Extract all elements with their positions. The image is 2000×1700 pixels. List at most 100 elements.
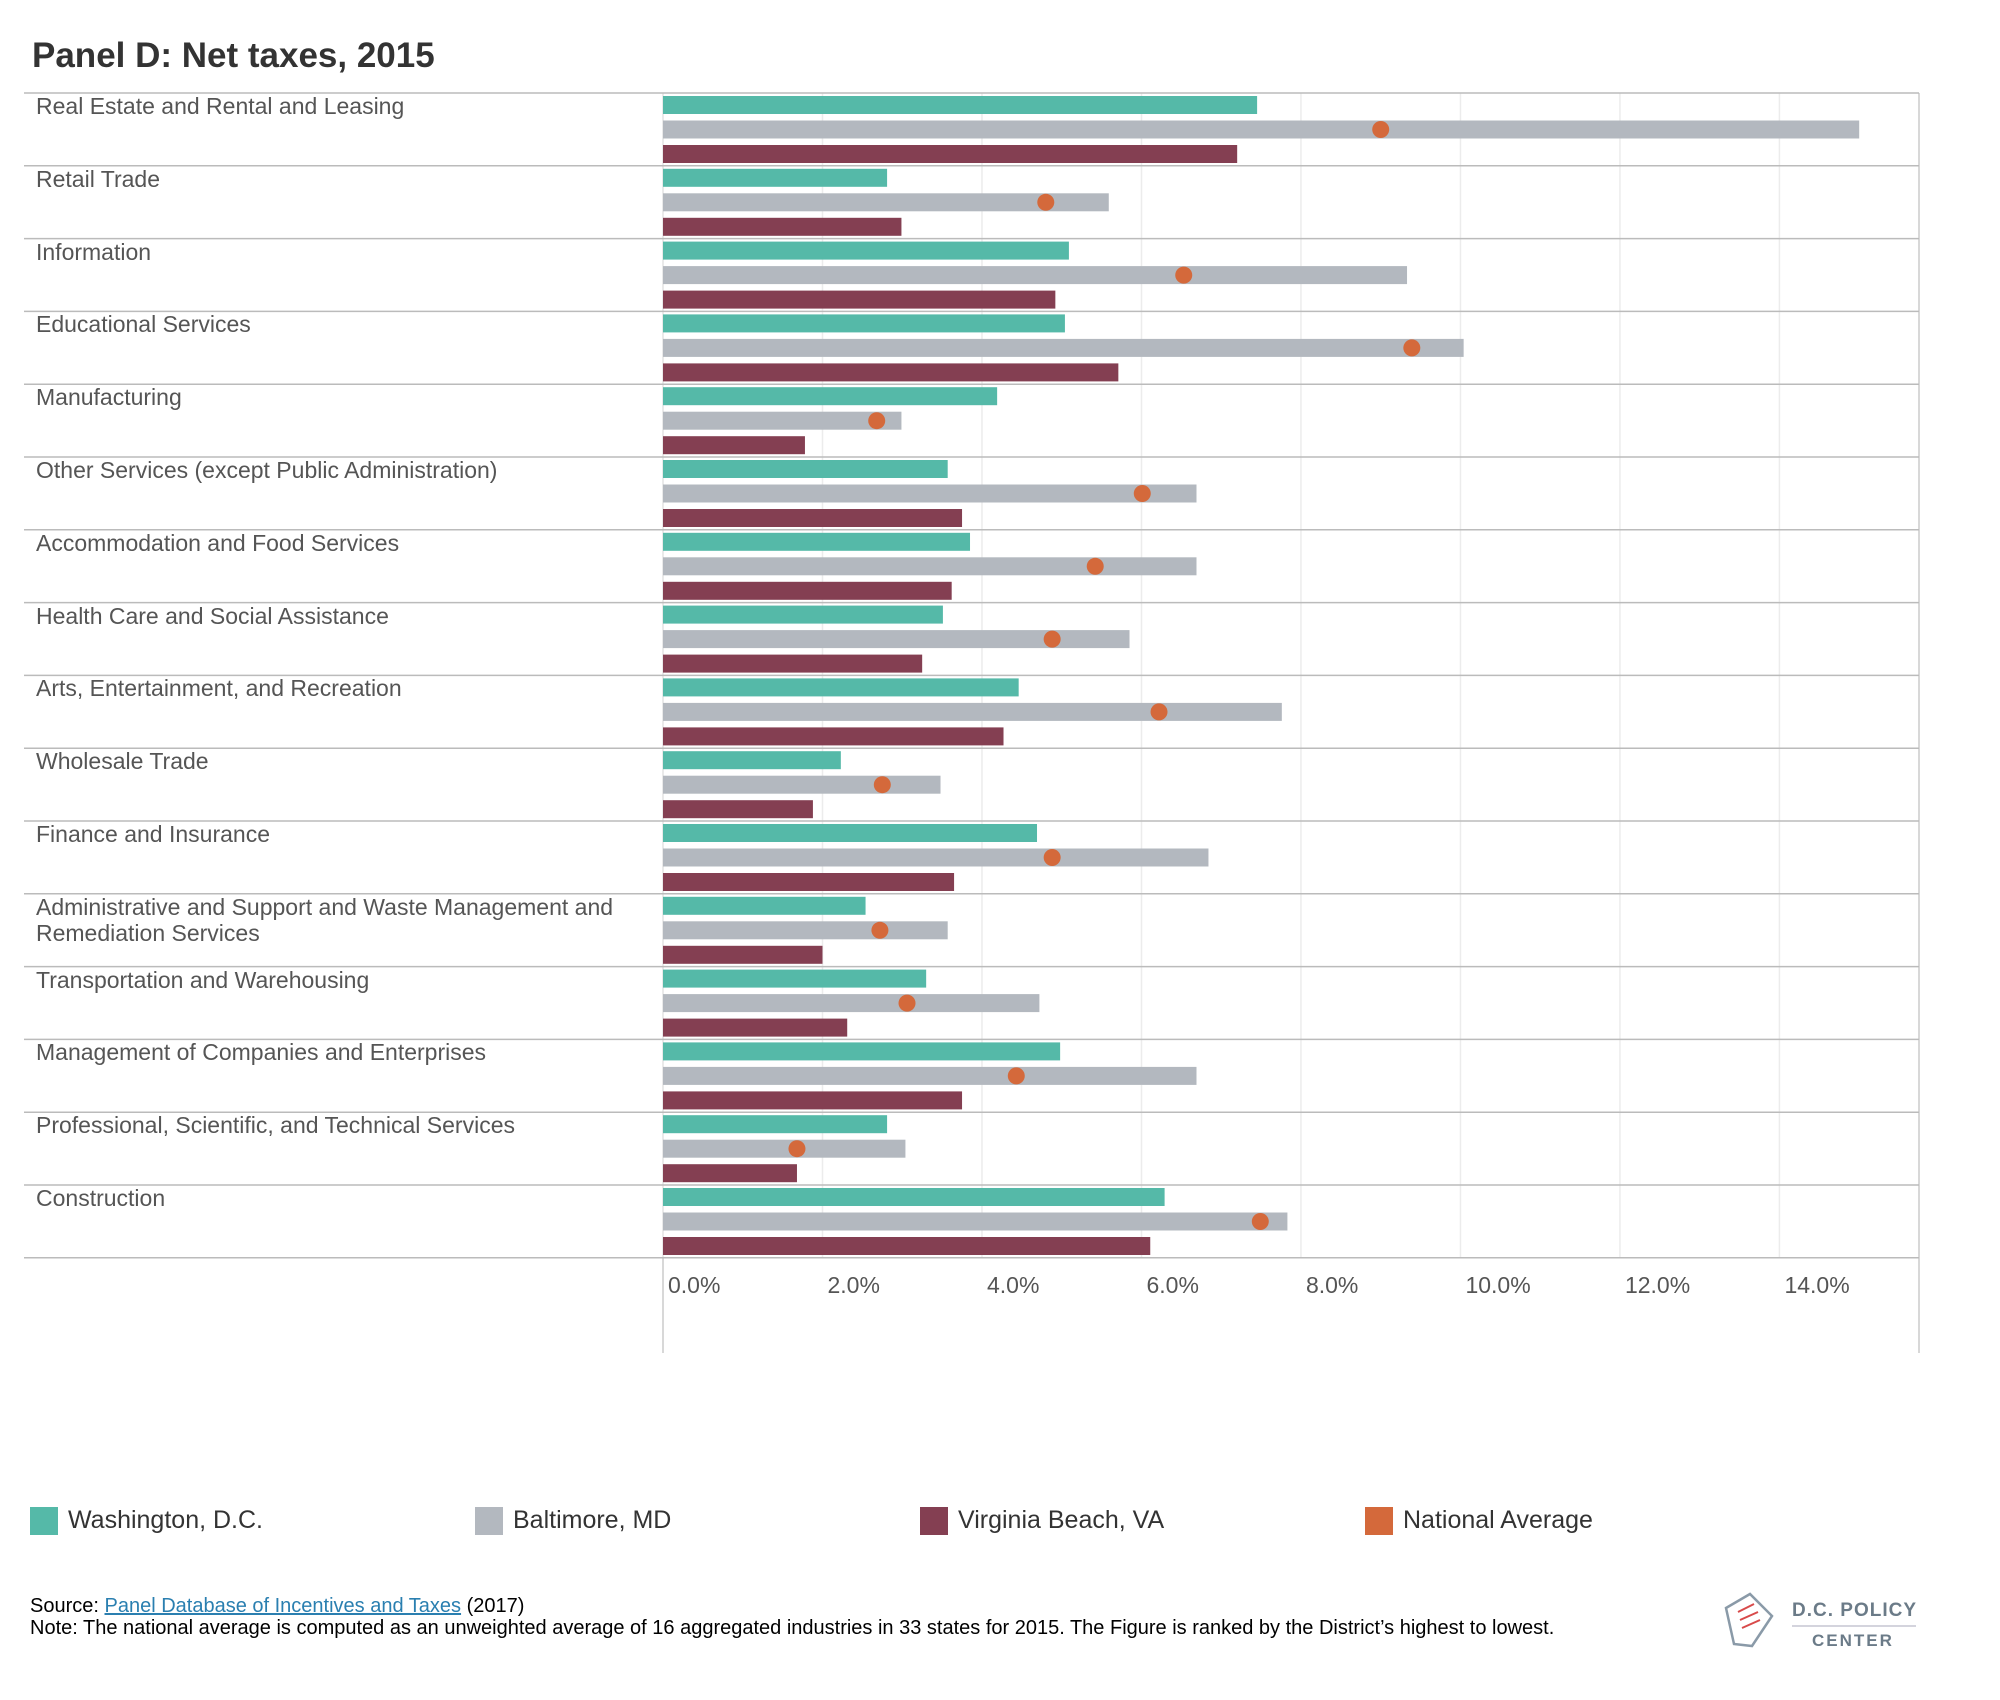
bar <box>663 484 1197 503</box>
logo-stripe <box>1737 1603 1755 1613</box>
x-tick-label: 2.0% <box>827 1272 879 1298</box>
bar <box>663 1042 1061 1061</box>
category-label: Retail Trade <box>36 165 161 192</box>
legend-label: Washington, D.C. <box>68 1506 263 1534</box>
bar <box>663 411 902 430</box>
logo-text: D.C. POLICY <box>1792 1600 1917 1621</box>
average-marker <box>873 776 891 794</box>
bar <box>663 848 1209 867</box>
bar <box>663 1139 906 1158</box>
average-marker <box>1043 630 1061 648</box>
bar <box>663 290 1056 309</box>
source: Source: Panel Database of Incentives and… <box>30 1595 1630 1617</box>
average-marker <box>1150 703 1168 721</box>
bar <box>663 678 1019 697</box>
bar <box>663 557 1197 576</box>
logo-shape <box>1724 1592 1774 1648</box>
bar <box>663 266 1408 285</box>
x-tick-label: 8.0% <box>1306 1272 1358 1298</box>
x-tick-label: 10.0% <box>1465 1272 1530 1298</box>
category-label: Professional, Scientific, and Technical … <box>36 1112 515 1139</box>
legend-item: National Average <box>1365 1506 1593 1535</box>
bar <box>663 1091 963 1110</box>
category-label: Educational Services <box>36 311 251 338</box>
bar <box>663 969 927 988</box>
category-label: Other Services (except Public Administra… <box>36 457 498 483</box>
category-label: Real Estate and Rental and Leasing <box>36 93 405 119</box>
bar <box>663 945 823 964</box>
category-label: Construction <box>36 1185 166 1211</box>
x-tick-label: 6.0% <box>1146 1272 1198 1298</box>
legend-item: Virginia Beach, VA <box>920 1506 1164 1535</box>
bar <box>663 873 955 891</box>
bar <box>663 630 1130 649</box>
note: Note: The national average is computed a… <box>30 1617 1555 1639</box>
source-suffix: (2017) <box>466 1595 525 1617</box>
bar <box>663 241 1069 260</box>
bar <box>663 532 971 551</box>
bar <box>663 775 941 794</box>
bar <box>663 896 866 915</box>
legend-item: Washington, D.C. <box>30 1506 263 1535</box>
bar <box>663 96 1258 114</box>
bar <box>663 387 998 406</box>
category-label: Health Care and Social Assistance <box>36 602 389 629</box>
legend-swatch <box>920 1506 948 1535</box>
logo-stripe <box>1739 1611 1759 1621</box>
average-marker <box>1251 1213 1269 1230</box>
average-marker <box>871 921 889 939</box>
bar <box>663 363 1119 382</box>
category-label: Accommodation and Food Services <box>36 529 400 556</box>
chart-title: Panel D: Net taxes, 2015 <box>32 36 435 75</box>
bar <box>663 727 1004 746</box>
average-marker <box>1007 1067 1025 1085</box>
category-label: Wholesale Trade <box>36 748 209 775</box>
bar <box>663 168 888 187</box>
bar <box>663 338 1464 357</box>
logo-text: CENTER <box>1812 1631 1894 1650</box>
average-marker <box>1086 557 1104 575</box>
bar <box>663 1212 1288 1231</box>
bar <box>663 800 813 819</box>
category-label: Administrative and Support and Waste Man… <box>36 893 614 946</box>
bar <box>663 217 902 236</box>
x-tick-label: 0.0% <box>668 1272 720 1298</box>
bar <box>663 509 963 527</box>
source-prefix: Source: <box>30 1595 99 1617</box>
bar <box>663 921 948 940</box>
logo-stripe <box>1741 1619 1761 1629</box>
category-label: Arts, Entertainment, and Recreation <box>36 675 402 702</box>
bar <box>663 314 1065 333</box>
bar <box>663 702 1282 721</box>
logo: D.C. POLICY CENTER <box>1720 1590 1940 1675</box>
bar <box>663 994 1040 1013</box>
bar <box>663 436 805 455</box>
average-marker <box>868 412 886 430</box>
average-marker <box>1037 193 1055 211</box>
average-marker <box>1175 266 1193 284</box>
category-label: Transportation and Warehousing <box>36 966 370 993</box>
bar <box>663 460 948 478</box>
source-link[interactable]: Panel Database of Incentives and Taxes <box>104 1595 462 1617</box>
category-label: Finance and Insurance <box>36 821 270 847</box>
bar <box>663 824 1038 842</box>
average-marker <box>898 994 916 1012</box>
bar <box>663 120 1860 139</box>
x-tick-label: 14.0% <box>1784 1272 1849 1298</box>
category-label: Information <box>36 238 152 265</box>
bar <box>663 193 1109 212</box>
footnote: Source: Panel Database of Incentives and… <box>30 1595 1630 1639</box>
bar <box>663 654 923 673</box>
average-marker <box>788 1140 806 1158</box>
legend-item: Baltimore, MD <box>475 1506 671 1535</box>
average-marker <box>1133 485 1151 502</box>
legend-label: Baltimore, MD <box>513 1506 672 1534</box>
bar <box>663 605 943 624</box>
bar <box>663 1018 848 1037</box>
legend-swatch <box>30 1506 58 1535</box>
average-marker <box>1403 339 1421 357</box>
legend-label: Virginia Beach, VA <box>958 1506 1165 1534</box>
bar <box>663 1066 1197 1085</box>
